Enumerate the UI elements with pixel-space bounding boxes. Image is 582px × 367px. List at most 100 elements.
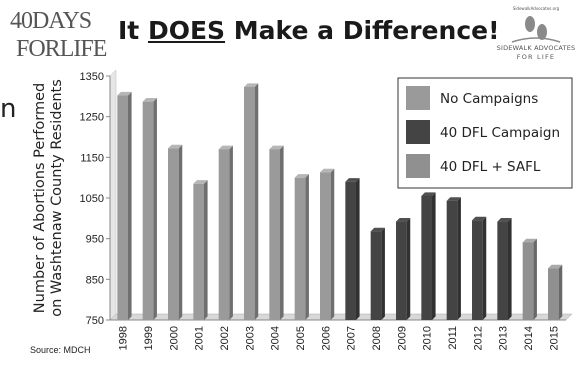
x-tick-label: 2003 [244, 326, 256, 350]
bar-top [168, 144, 183, 149]
x-tick-label: 2012 [472, 326, 484, 350]
bar-side [558, 264, 563, 320]
bar-side [203, 180, 208, 320]
x-tick-label: 2008 [371, 326, 383, 350]
legend-label-safl: 40 DFL + SAFL [440, 159, 541, 175]
bar-front [294, 177, 306, 320]
y-axis-label-line1: Number of Abortions Performed [32, 83, 48, 313]
x-tick-label: 1998 [118, 326, 130, 350]
bar-front [370, 231, 382, 320]
bar-2009 [396, 217, 411, 320]
x-tick-label: 2010 [422, 326, 434, 350]
y-tick-label: 1150 [80, 152, 104, 164]
bar-top [421, 192, 436, 196]
bar-front [269, 149, 280, 320]
x-tick-label: 1999 [143, 326, 155, 350]
bar-front [244, 86, 255, 320]
bar-top [218, 145, 233, 150]
bar-side [153, 98, 157, 321]
logo-right-url: SidewalkAdvocates.org [512, 6, 560, 11]
logo-right-line2: FOR LIFE [516, 53, 556, 61]
bar-top [548, 264, 563, 269]
bar-side [330, 168, 335, 320]
bar-2013 [497, 217, 512, 320]
bar-2010 [421, 192, 436, 320]
bar-2011 [446, 197, 461, 320]
legend-label-dfl: 40 DFL Campaign [440, 125, 560, 141]
x-tick-label: 2001 [194, 326, 206, 350]
bar-side [406, 217, 411, 320]
legend-swatch-none [406, 86, 430, 110]
bar-2004 [269, 145, 284, 320]
title-emphasis: DOES [147, 16, 226, 45]
bar-front [396, 221, 407, 320]
x-tick-label: 2015 [548, 326, 560, 350]
bar-front [218, 149, 230, 320]
y-tick-label: 1250 [80, 112, 104, 124]
y-axis-label-line2: on Washtenaw County Residents [49, 79, 65, 317]
bar-top [345, 178, 360, 182]
bar-side [431, 192, 436, 320]
bar-2002 [218, 145, 233, 320]
chart-side-wall [109, 69, 117, 321]
bar-2001 [193, 180, 208, 320]
bar-top [117, 91, 132, 96]
bar-top [497, 217, 512, 222]
bar-1999 [142, 98, 157, 321]
x-tick-label: 2000 [168, 326, 180, 350]
y-tick-label: 850 [86, 274, 104, 286]
x-tick-label: 2014 [523, 326, 535, 350]
x-tick-label: 2004 [270, 326, 282, 350]
bar-side [457, 197, 461, 320]
x-tick-label: 2013 [498, 326, 510, 350]
bar-front [421, 195, 432, 320]
x-tick-label: 2006 [320, 326, 332, 350]
title-after: Make a Difference! [225, 16, 500, 45]
x-tick-label: 2007 [346, 326, 358, 350]
source-note: Source: MDCH [30, 345, 91, 355]
bar-2014 [522, 238, 537, 320]
bar-front [117, 95, 128, 321]
slide-title: It DOES Make a Difference! [118, 16, 500, 45]
legend-swatch-dfl [406, 120, 430, 144]
bar-top [396, 217, 411, 222]
x-tick-labels: 1998 1999 2000 2001 2002 2003 2004 2005 2006 2007… [118, 326, 561, 350]
bar-top [320, 168, 335, 173]
bar-2005 [294, 174, 309, 320]
x-tick-label: 2002 [219, 326, 231, 350]
bar-2012 [472, 216, 487, 320]
bar-front [472, 220, 483, 320]
cropped-text-fragment: n [0, 94, 17, 124]
y-tick-label: 1050 [80, 193, 104, 205]
legend-swatch-safl [406, 154, 430, 178]
bar-front [446, 200, 458, 320]
footprints-icon [511, 16, 561, 43]
bar-side [381, 227, 385, 320]
bar-top [193, 180, 208, 184]
logo-right-line1: SIDEWALK ADVOCATES [496, 44, 576, 52]
legend-label-none: No Campaigns [440, 91, 538, 107]
x-tick-label: 2011 [447, 326, 459, 350]
y-tick-label: 950 [86, 234, 104, 246]
logo-left-line1: 40DAYS [10, 8, 92, 34]
bar-side [127, 91, 132, 320]
bar-side [507, 217, 512, 320]
chart-bars [117, 83, 563, 321]
bar-front [168, 148, 179, 320]
bar-top [446, 197, 461, 201]
bar-side [254, 83, 259, 320]
bar-front [548, 268, 559, 320]
y-tick-label: 1350 [80, 71, 104, 83]
bar-top [472, 216, 487, 221]
y-tick-labels: 750 850 950 1050 1150 1250 1350 [80, 71, 110, 327]
y-tick-label: 750 [86, 315, 104, 327]
bar-front [345, 181, 356, 320]
bar-2008 [370, 227, 385, 320]
bar-side [279, 145, 284, 320]
bar-top [269, 145, 284, 150]
bar-front [142, 101, 154, 321]
bar-2007 [345, 178, 360, 320]
chart-legend: No Campaigns 40 DFL Campaign 40 DFL + SAFL [397, 77, 573, 189]
